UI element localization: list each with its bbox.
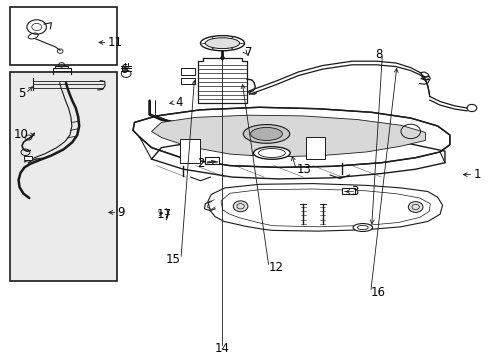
Bar: [342, 188, 354, 194]
Polygon shape: [133, 107, 449, 167]
Text: 10: 10: [14, 129, 28, 141]
Ellipse shape: [253, 147, 290, 159]
Circle shape: [407, 202, 422, 212]
Text: 16: 16: [370, 286, 385, 299]
Ellipse shape: [243, 125, 289, 143]
Bar: [24, 156, 32, 160]
Ellipse shape: [205, 38, 239, 49]
Text: 17: 17: [156, 208, 171, 221]
Polygon shape: [151, 115, 425, 157]
Polygon shape: [198, 58, 246, 103]
Circle shape: [233, 201, 247, 212]
Text: 4: 4: [175, 96, 182, 109]
Bar: [181, 68, 194, 75]
Text: 9: 9: [117, 206, 124, 219]
Ellipse shape: [200, 36, 244, 51]
Text: 14: 14: [215, 342, 229, 355]
Polygon shape: [133, 107, 449, 179]
Text: 2: 2: [197, 157, 204, 170]
Bar: [205, 157, 219, 164]
Text: 1: 1: [472, 168, 480, 181]
Text: 15: 15: [166, 253, 181, 266]
Bar: [305, 137, 325, 159]
Bar: [181, 78, 194, 84]
Ellipse shape: [250, 127, 282, 140]
Text: 3: 3: [350, 185, 358, 198]
Text: 11: 11: [107, 36, 122, 49]
Text: 6: 6: [121, 63, 128, 76]
Bar: [180, 139, 199, 163]
Text: 12: 12: [268, 261, 284, 274]
Polygon shape: [207, 184, 442, 231]
Text: 7: 7: [245, 46, 252, 59]
Text: 8: 8: [374, 48, 382, 60]
Bar: [10, 7, 117, 65]
Text: 5: 5: [18, 87, 25, 100]
Text: 13: 13: [296, 163, 310, 176]
Ellipse shape: [352, 224, 372, 231]
Bar: [10, 72, 117, 281]
